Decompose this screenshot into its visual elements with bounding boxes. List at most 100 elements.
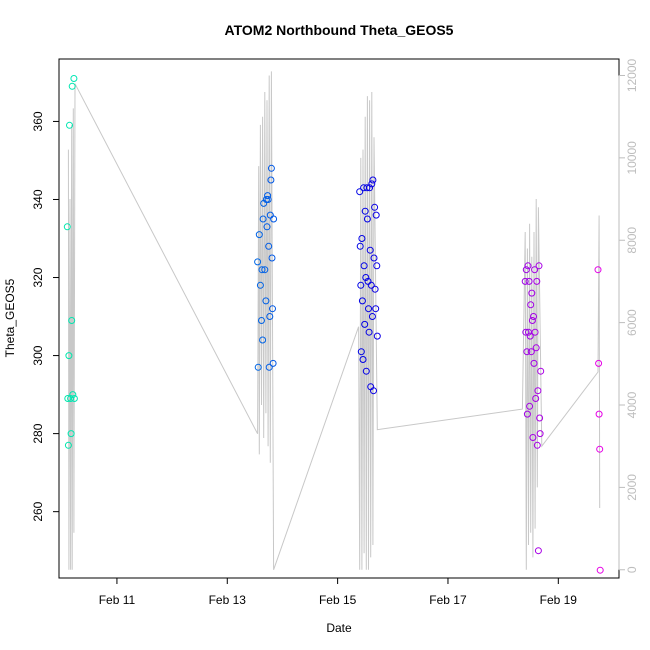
data-point-39 [357,281,365,289]
data-point-85 [530,313,537,320]
data-point-31 [267,176,275,184]
data-point-53 [365,305,372,313]
data-point-25 [264,192,272,200]
data-point-12 [254,258,262,266]
data-point-75 [524,262,532,270]
x-tick-label: Feb 13 [209,593,247,607]
data-point-99 [594,266,602,274]
data-point-24 [263,223,271,231]
data-point-17 [258,266,266,274]
data-point-19 [259,215,267,223]
data-point-4 [66,121,73,129]
data-point-34 [269,305,276,313]
data-point-71 [522,328,530,336]
data-point-5 [67,395,75,402]
data-point-90 [532,344,540,352]
data-point-45 [360,262,368,270]
x-tick-label: Feb 17 [429,593,467,607]
data-point-60 [368,313,376,320]
data-point-63 [370,254,378,262]
data-point-98 [537,367,545,375]
data-point-88 [531,328,539,336]
y-tick-label: 320 [31,267,45,287]
chart-title: ATOM2 Northbound Theta_GEOS5 [225,22,454,38]
data-point-27 [265,242,273,250]
data-point-59 [368,180,376,188]
data-point-18 [259,336,267,344]
data-point-11 [70,395,78,402]
data-point-58 [367,281,375,289]
data-point-32 [267,164,275,172]
data-point-79 [526,332,534,340]
y-tick-label: 280 [31,423,45,443]
data-point-37 [356,188,364,196]
data-point-74 [523,410,531,418]
data-point-7 [68,317,76,324]
data-point-65 [371,285,379,293]
y-tick-label: 340 [31,189,45,209]
data-point-1 [64,395,72,402]
data-point-55 [366,184,374,192]
data-point-8 [68,82,76,90]
x-axis: Feb 11 Feb 13 Feb 15 Feb 17 Feb 19 [99,577,577,607]
data-point-80 [527,301,535,309]
data-point-77 [525,277,533,285]
data-point-6 [67,430,75,438]
data-point-89 [532,395,540,402]
data-point-102 [596,445,604,453]
data-point-49 [362,367,370,375]
y2-tick-label: 4000 [625,391,639,418]
data-points [63,75,604,574]
data-point-61 [369,176,377,184]
data-point-78 [526,402,534,410]
data-point-103 [596,566,604,574]
y-axis-label: Theta_GEOS5 [3,278,17,357]
data-point-15 [256,281,264,289]
y2-tick-label: 2000 [625,474,639,501]
data-point-41 [358,235,366,242]
x-tick-label: Feb 11 [99,593,136,607]
data-point-54 [365,328,373,336]
data-point-35 [269,359,277,367]
data-point-87 [531,266,539,274]
data-point-72 [522,266,530,274]
data-point-76 [525,328,532,336]
data-point-43 [359,356,367,363]
data-point-3 [65,352,73,360]
y-axis-left: 260 280 300 320 340 360 [31,111,60,522]
x-tick-label: Feb 15 [319,593,357,607]
data-point-10 [70,75,78,82]
data-point-97 [536,430,544,438]
data-point-64 [371,203,379,211]
data-point-38 [356,242,364,250]
data-point-22 [262,297,270,305]
y2-tick-label: 8000 [625,227,639,254]
y2-tick-label: 10000 [625,141,639,175]
data-point-51 [363,215,371,223]
y-tick-label: 260 [31,501,45,521]
x-axis-label: Date [326,621,352,635]
data-point-48 [362,274,370,281]
y2-tick-label: 6000 [625,309,639,336]
data-point-33 [268,254,276,262]
data-point-73 [523,348,531,356]
y-axis-right: 0 2000 4000 6000 8000 10000 12000 [618,58,639,573]
data-point-81 [527,348,535,356]
y-tick-label: 360 [31,111,45,131]
data-point-26 [264,196,272,203]
data-point-95 [535,262,543,270]
data-point-13 [254,363,262,371]
data-point-68 [373,262,381,270]
y2-tick-label: 0 [625,566,639,573]
data-point-101 [595,410,603,418]
data-point-28 [265,363,273,371]
data-point-9 [69,391,77,399]
data-point-70 [521,277,529,285]
data-point-29 [266,313,274,320]
data-point-84 [529,434,537,441]
data-point-86 [530,359,538,367]
data-point-21 [261,266,269,274]
data-point-91 [533,277,541,285]
data-point-93 [534,387,542,395]
